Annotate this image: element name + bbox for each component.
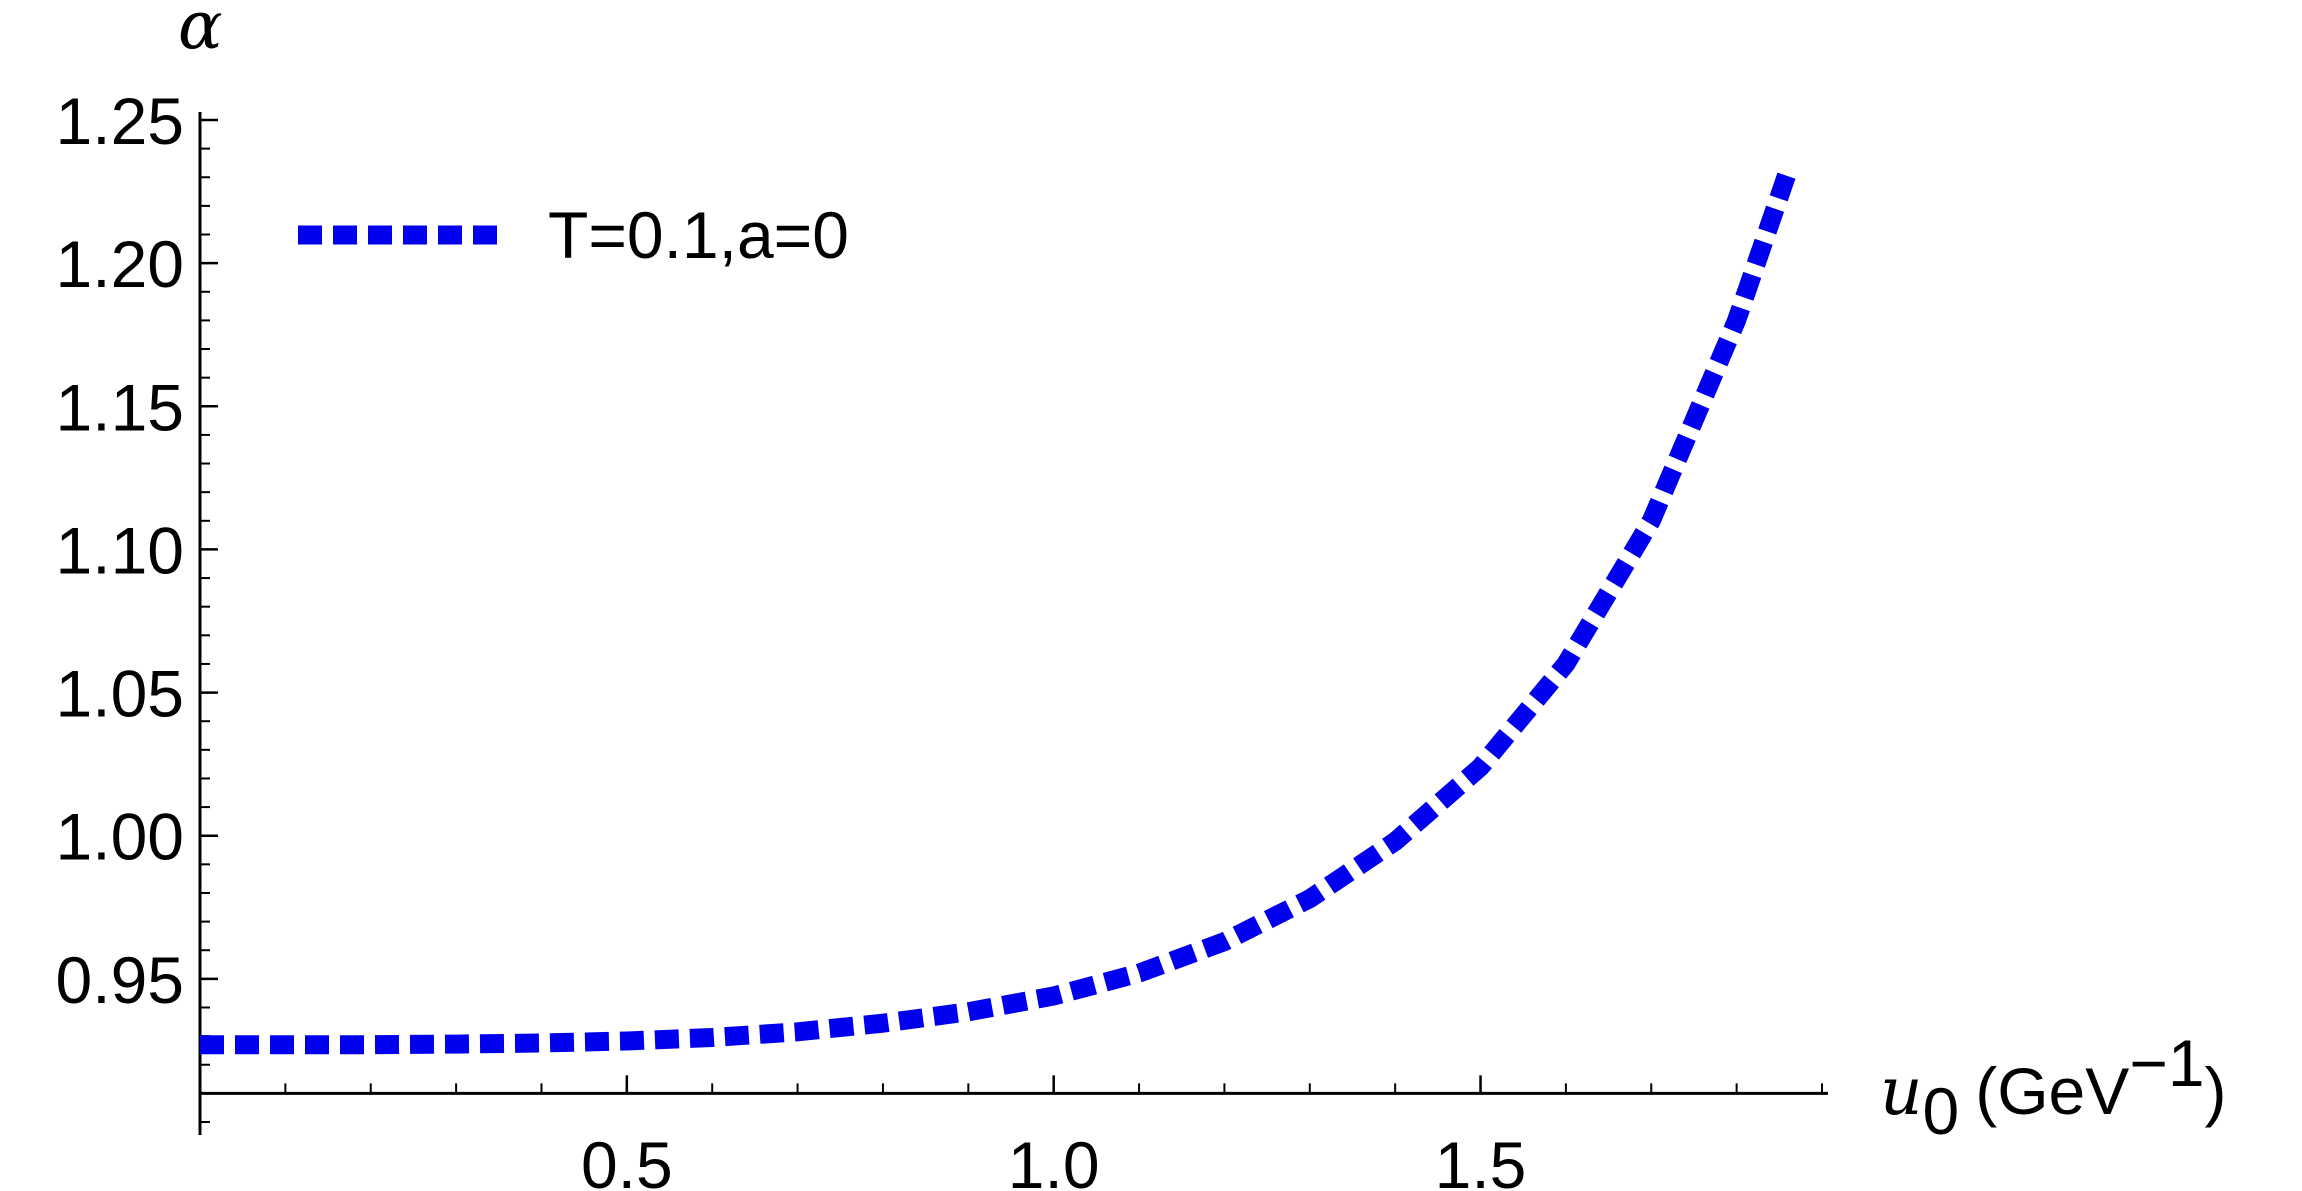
x-tick-label: 0.5 — [581, 1128, 673, 1191]
y-tick-label: 1.00 — [56, 800, 184, 874]
x-axis-unit-sup: −1 — [2129, 1026, 2204, 1100]
x-axis-unit-close: ) — [2205, 1054, 2227, 1128]
x-ticks: 0.5 1.0 1.5 — [581, 1075, 1526, 1191]
x-axis-var: u — [1880, 1053, 1923, 1130]
x-tick-label: 1.5 — [1435, 1128, 1527, 1191]
series-line — [200, 168, 1797, 1055]
x-tick-label: 1.0 — [1008, 1128, 1100, 1191]
y-tick-label: 1.25 — [56, 84, 184, 158]
y-tick-label: 1.05 — [56, 657, 184, 731]
legend: T=0.1,a=0 — [298, 198, 849, 272]
y-axis-title: α — [178, 0, 223, 64]
y-tick-label: 1.15 — [56, 370, 184, 444]
series-group — [200, 168, 1797, 1055]
y-ticks: 0.95 1.00 1.05 1.10 1.15 1.20 1.25 — [56, 84, 218, 1017]
legend-label: T=0.1,a=0 — [548, 198, 849, 272]
y-tick-label: 1.20 — [56, 227, 184, 301]
x-axis-unit-open: (GeV — [1975, 1054, 2129, 1128]
x-axis-sub: 0 — [1923, 1074, 1960, 1148]
x-axis-title: u0 (GeV−1) — [1880, 1026, 2227, 1148]
y-tick-label: 0.95 — [56, 943, 184, 1017]
minor-ticks — [200, 119, 1823, 1123]
y-tick-label: 1.10 — [56, 513, 184, 587]
